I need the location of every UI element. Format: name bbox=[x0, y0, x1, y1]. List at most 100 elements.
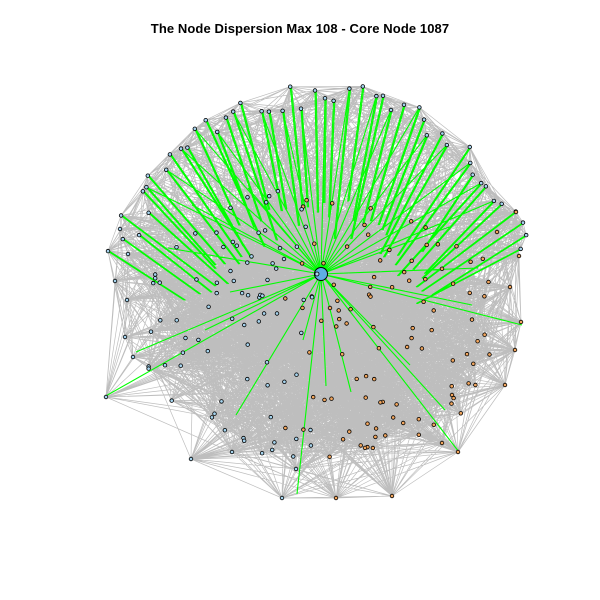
graph-node bbox=[479, 180, 484, 186]
graph-node bbox=[378, 258, 383, 263]
graph-node bbox=[327, 454, 332, 459]
graph-node bbox=[423, 225, 428, 230]
graph-node bbox=[439, 266, 445, 271]
graph-node bbox=[163, 167, 169, 172]
core-edges bbox=[103, 86, 528, 495]
graph-node bbox=[222, 428, 228, 433]
graph-node bbox=[185, 145, 190, 150]
graph-node bbox=[348, 307, 353, 312]
graph-node bbox=[321, 261, 326, 266]
graph-node bbox=[120, 236, 125, 242]
graph-node bbox=[219, 399, 224, 404]
core-node-marker bbox=[314, 267, 328, 281]
graph-node bbox=[469, 317, 475, 322]
graph-node bbox=[307, 350, 312, 355]
graph-node bbox=[322, 397, 327, 403]
graph-node bbox=[214, 230, 219, 235]
graph-node bbox=[277, 245, 283, 251]
graph-node bbox=[265, 277, 270, 283]
graph-node bbox=[294, 436, 299, 442]
graph-node bbox=[169, 398, 174, 403]
graph-node bbox=[389, 285, 395, 290]
graph-node bbox=[266, 109, 272, 114]
graph-node bbox=[259, 108, 264, 114]
graph-node bbox=[205, 348, 210, 354]
graph-node bbox=[183, 335, 188, 341]
graph-node bbox=[329, 396, 334, 401]
graph-node bbox=[409, 258, 414, 263]
graph-node bbox=[157, 280, 162, 285]
graph-node bbox=[410, 325, 415, 331]
graph-node bbox=[299, 261, 305, 266]
graph-node bbox=[373, 434, 378, 440]
graph-node bbox=[256, 230, 261, 235]
graph-node bbox=[270, 447, 275, 453]
graph-node bbox=[228, 205, 233, 210]
graph-node bbox=[371, 324, 376, 330]
graph-node bbox=[272, 440, 277, 445]
graph-node bbox=[368, 294, 373, 299]
graph-node bbox=[330, 201, 335, 206]
graph-node bbox=[402, 269, 407, 275]
graph-node bbox=[264, 360, 270, 365]
graph-node bbox=[178, 363, 183, 368]
graph-node bbox=[223, 115, 229, 120]
graph-node bbox=[256, 319, 261, 324]
graph-node bbox=[152, 272, 158, 277]
graph-node bbox=[435, 242, 441, 247]
graph-node bbox=[308, 443, 314, 448]
graph-node bbox=[293, 466, 299, 472]
graph-node bbox=[241, 438, 247, 443]
graph-node bbox=[344, 321, 349, 326]
graph-node bbox=[301, 427, 306, 432]
graph-node bbox=[468, 160, 473, 166]
graph-node bbox=[383, 433, 388, 438]
graph-node bbox=[209, 415, 215, 420]
graph-node bbox=[245, 195, 250, 200]
graph-node bbox=[347, 86, 352, 91]
graph-node bbox=[231, 278, 236, 284]
graph-node bbox=[516, 253, 522, 259]
graph-node bbox=[229, 316, 235, 321]
graph-node bbox=[419, 346, 425, 351]
graph-node bbox=[431, 308, 436, 313]
graph-node bbox=[206, 304, 211, 309]
graph-node bbox=[507, 284, 513, 290]
graph-node bbox=[103, 394, 109, 400]
graph-node bbox=[245, 376, 250, 382]
graph-node bbox=[444, 142, 450, 148]
graph-node bbox=[365, 421, 370, 426]
graph-node bbox=[105, 248, 111, 254]
graph-node bbox=[518, 319, 524, 325]
graph-node bbox=[429, 327, 434, 333]
graph-node bbox=[482, 332, 487, 337]
graph-node bbox=[372, 376, 377, 382]
graph-node bbox=[281, 256, 287, 262]
graph-node bbox=[387, 247, 392, 253]
graph-node bbox=[376, 346, 382, 351]
graph-node bbox=[144, 184, 149, 190]
graph-node bbox=[245, 342, 250, 347]
graph-node bbox=[421, 299, 426, 304]
graph-node bbox=[262, 228, 268, 233]
graph-node bbox=[267, 193, 272, 199]
graph-node bbox=[221, 244, 226, 250]
graph-node bbox=[502, 382, 508, 388]
graph-node bbox=[294, 372, 299, 377]
graph-node bbox=[125, 251, 131, 257]
graph-node bbox=[451, 395, 456, 401]
graph-node bbox=[449, 384, 454, 389]
graph-node bbox=[473, 382, 478, 388]
graph-node bbox=[362, 222, 367, 228]
graph-node bbox=[487, 352, 492, 357]
graph-node bbox=[312, 241, 317, 246]
graph-node bbox=[524, 232, 529, 238]
graph-node bbox=[291, 454, 296, 459]
graph-node bbox=[416, 432, 421, 437]
graph-node bbox=[148, 329, 154, 334]
graph-node bbox=[458, 411, 463, 416]
graph-node bbox=[363, 395, 368, 400]
graph-node bbox=[455, 449, 461, 455]
graph-node bbox=[118, 213, 124, 218]
graph-node bbox=[354, 376, 359, 382]
